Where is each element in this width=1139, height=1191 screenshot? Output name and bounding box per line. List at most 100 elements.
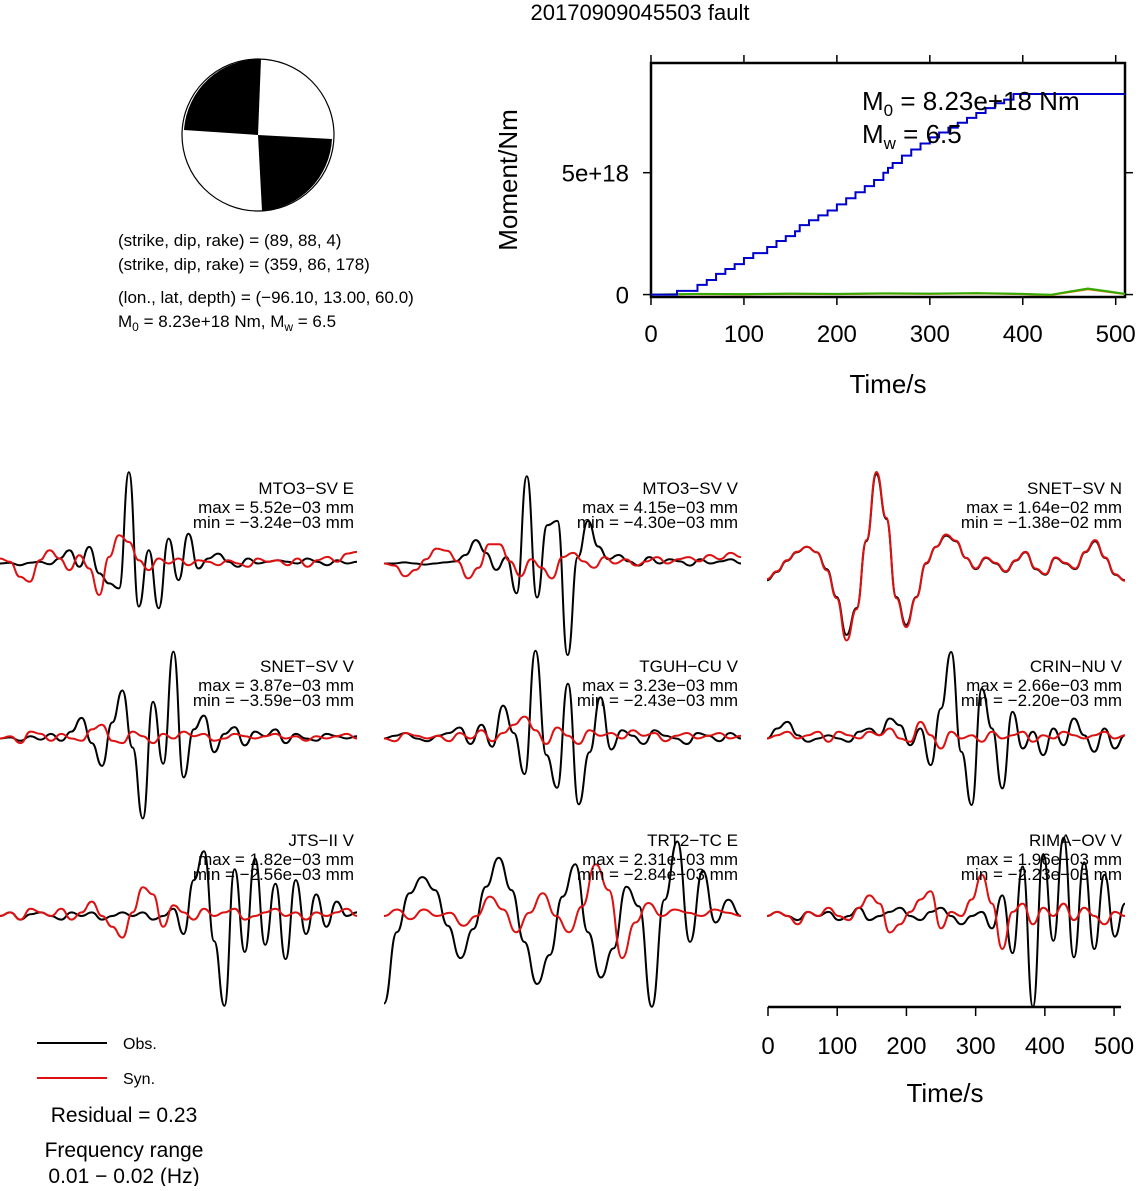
moment-ytick-label: 5e+18 bbox=[562, 161, 629, 188]
mechanism-plane-1: (strike, dip, rake) = (89, 88, 4) bbox=[118, 231, 341, 250]
legend-obs-label: Obs. bbox=[123, 1036, 157, 1053]
mw-value: = 6.5 bbox=[293, 312, 336, 331]
moment-xtick-label: 500 bbox=[1096, 321, 1136, 348]
station-label: MTO3−SV E bbox=[258, 479, 354, 498]
station-min: min = −3.24e−03 mm bbox=[193, 513, 354, 532]
station-min: min = −2.56e−03 mm bbox=[193, 865, 354, 884]
m0-value: = 8.23e+18 Nm, M bbox=[139, 312, 285, 331]
moment-ylabel: Moment/Nm bbox=[493, 109, 523, 251]
waveform-xtick-label: 200 bbox=[886, 1033, 926, 1060]
moment-xtick-label: 100 bbox=[724, 321, 764, 348]
m0-value-text: = 8.23e+18 Nm bbox=[893, 86, 1079, 116]
station-label: SNET−SV V bbox=[260, 657, 355, 676]
station-min: min = −3.59e−03 mm bbox=[193, 691, 354, 710]
station-max: max = 1.96e−03 mm bbox=[966, 850, 1122, 869]
moment-xtick-label: 300 bbox=[910, 321, 950, 348]
frequency-range-value: 0.01 − 0.02 (Hz) bbox=[48, 1165, 199, 1186]
observed-trace bbox=[766, 836, 1126, 1008]
station-max: max = 3.23e−03 mm bbox=[582, 676, 738, 695]
moment-annotation-mw: Mw = 6.5 bbox=[862, 119, 962, 153]
observed-trace bbox=[0, 650, 358, 820]
observed-trace bbox=[383, 840, 742, 1008]
station-min: min = −2.43e−03 mm bbox=[577, 691, 738, 710]
waveform-xtick-label: 300 bbox=[956, 1033, 996, 1060]
m0-sub: 0 bbox=[884, 101, 893, 120]
moment-series-moment-rate-2 bbox=[650, 287, 1126, 296]
station-min: min = −2.23e−03 mm bbox=[961, 865, 1122, 884]
mechanism-moment: M0 = 8.23e+18 Nm, Mw = 6.5 bbox=[118, 312, 336, 334]
station-label: CRIN−NU V bbox=[1030, 657, 1123, 676]
moment-xlabel: Time/s bbox=[849, 369, 926, 399]
waveform-xtick-label: 500 bbox=[1094, 1033, 1134, 1060]
station-label: MTO3−SV V bbox=[642, 479, 738, 498]
mw-subscript: w bbox=[283, 320, 293, 334]
synthetic-trace bbox=[0, 534, 358, 597]
mw-value-text: = 6.5 bbox=[896, 119, 962, 149]
m0-symbol: M bbox=[118, 312, 132, 331]
station-min: min = −2.84e−03 mm bbox=[577, 865, 738, 884]
station-max: max = 4.15e−03 mm bbox=[582, 498, 738, 517]
moment-chart: 0 100 200 300 400 500 0 5e+18 Time/s Moment/Nm M0 … bbox=[493, 55, 1136, 399]
station-min: min = −2.20e−03 mm bbox=[961, 691, 1122, 710]
observed-trace bbox=[383, 649, 742, 806]
moment-annotation-m0: M0 = 8.23e+18 Nm bbox=[862, 86, 1080, 120]
station-max: max = 3.87e−03 mm bbox=[198, 676, 354, 695]
moment-series-cumulative-moment bbox=[651, 92, 1125, 296]
beachball bbox=[181, 58, 335, 212]
station-max: max = 1.82e−03 mm bbox=[198, 850, 354, 869]
mechanism-plane-2: (strike, dip, rake) = (359, 86, 178) bbox=[118, 255, 370, 274]
waveform-xlabel: Time/s bbox=[906, 1078, 983, 1108]
legend-syn-label: Syn. bbox=[123, 1071, 155, 1088]
synthetic-trace bbox=[383, 863, 742, 960]
moment-xtick-label: 400 bbox=[1003, 321, 1043, 348]
synthetic-trace bbox=[0, 723, 358, 745]
observed-trace bbox=[384, 475, 742, 657]
station-max: max = 2.31e−03 mm bbox=[582, 850, 738, 869]
frequency-range-label: Frequency range bbox=[45, 1139, 204, 1162]
station-min: min = −4.30e−03 mm bbox=[577, 513, 738, 532]
waveform-xtick-label: 100 bbox=[817, 1033, 857, 1060]
observed-trace bbox=[0, 850, 358, 1007]
figure-title: 20170909045503 fault bbox=[531, 0, 750, 25]
mw-sub: w bbox=[883, 134, 897, 153]
m0-subscript: 0 bbox=[132, 320, 139, 334]
station-label: SNET−SV N bbox=[1027, 479, 1122, 498]
waveform-time-axis: 0 100 200 300 400 500 Time/s bbox=[761, 1005, 1134, 1108]
waveform-xtick-label: 400 bbox=[1025, 1033, 1065, 1060]
moment-xtick-label: 200 bbox=[817, 321, 857, 348]
legend: Obs. Syn. bbox=[37, 1036, 157, 1088]
synthetic-trace bbox=[0, 886, 358, 939]
synthetic-trace bbox=[383, 715, 742, 746]
residual-label: Residual = 0.23 bbox=[51, 1104, 198, 1127]
station-label: JTS−II V bbox=[288, 831, 354, 850]
station-label: TGUH−CU V bbox=[639, 657, 738, 676]
observed-trace bbox=[766, 650, 1126, 807]
m0-prefix: M bbox=[862, 86, 884, 116]
station-label: RIMA−OV V bbox=[1029, 831, 1123, 850]
mw-prefix: M bbox=[862, 119, 884, 149]
synthetic-trace bbox=[766, 470, 1126, 642]
station-max: max = 1.64e−02 mm bbox=[966, 498, 1122, 517]
station-min: min = −1.38e−02 mm bbox=[961, 513, 1122, 532]
waveform-xtick-label: 0 bbox=[761, 1033, 774, 1060]
beachball-quadrant-se bbox=[258, 135, 332, 211]
moment-xtick-label: 0 bbox=[644, 321, 657, 348]
station-label: TRT2−TC E bbox=[647, 831, 738, 850]
station-max: max = 5.52e−03 mm bbox=[198, 498, 354, 517]
station-max: max = 2.66e−03 mm bbox=[966, 676, 1122, 695]
synthetic-trace bbox=[766, 720, 1126, 750]
synthetic-trace bbox=[766, 873, 1126, 951]
mechanism-location: (lon., lat, depth) = (−96.10, 13.00, 60.… bbox=[118, 288, 414, 307]
